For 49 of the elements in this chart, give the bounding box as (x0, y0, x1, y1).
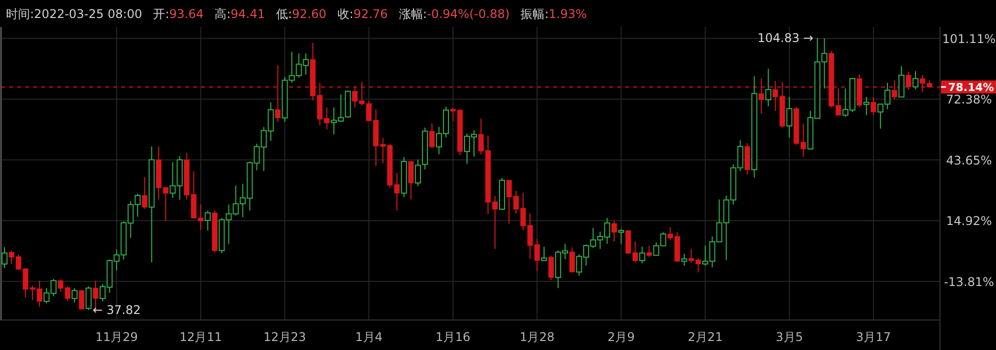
candlestick (618, 228, 624, 244)
candlestick (204, 210, 211, 232)
candlestick (863, 96, 870, 116)
candlestick (744, 142, 750, 176)
y-tick-label: 43.65% (946, 153, 992, 168)
x-tick-label: 12月23 (264, 330, 306, 344)
candlestick (2, 246, 8, 268)
candlestick (414, 159, 421, 187)
x-tick-label: 3月5 (776, 330, 803, 344)
text: 涨幅:-0.94%(-0.88) (398, 7, 510, 21)
candlestick (78, 289, 84, 310)
candlestick (408, 160, 414, 200)
candlestick (569, 246, 575, 273)
x-tick-label: 2月21 (688, 330, 723, 344)
candlestick (786, 96, 792, 138)
candlestick (646, 245, 652, 258)
y-tick-label: 72.38% (946, 92, 992, 107)
candlestick (765, 68, 772, 107)
candlestick (870, 96, 876, 116)
candlestick (639, 246, 646, 264)
candlestick (912, 70, 918, 90)
text: 振幅:1.93% (520, 7, 587, 21)
x-tick-label: 1月16 (436, 330, 470, 344)
y-tick-label: 14.92% (946, 214, 992, 228)
candlestick (548, 255, 554, 281)
annotation: 104.83 → (758, 30, 814, 45)
candlestick (541, 246, 548, 262)
text: 时间:2022-03-25 08:00 (6, 7, 142, 21)
x-tick-label: 2月9 (608, 330, 635, 344)
ref-line-label: 78.14% (948, 80, 994, 94)
candlestick (86, 286, 92, 310)
x-tick-label: 11月29 (95, 330, 138, 344)
y-tick-label: 101.11% (942, 32, 996, 46)
candlestick (611, 220, 617, 242)
candlestick (72, 288, 78, 303)
x-tick-label: 3月17 (856, 330, 891, 344)
annotation: ← 37.82 (92, 303, 141, 317)
text: 开:93.64 (153, 7, 204, 21)
x-tick-label: 1月4 (355, 330, 383, 344)
candlestick (429, 122, 435, 149)
text: 收:92.76 (337, 7, 388, 21)
y-tick-label: -13.81% (944, 274, 994, 289)
x-tick-label: 12月11 (179, 330, 222, 344)
candlestick (681, 253, 688, 266)
text: 高:94.41 (214, 7, 265, 21)
text: 低:92.60 (276, 7, 326, 21)
candlestick (142, 176, 148, 210)
x-tick-label: 1月28 (520, 330, 555, 344)
candlestick (898, 66, 904, 98)
